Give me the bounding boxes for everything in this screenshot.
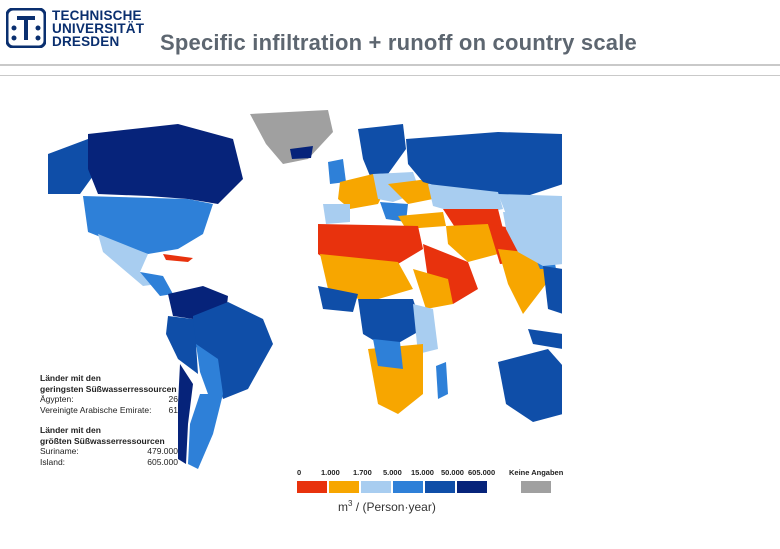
iceland: [290, 146, 313, 159]
map-legend: 0 1.000 1.700 5.000 15.000 50.000 605.00…: [297, 468, 563, 496]
scandinavia: [358, 124, 406, 176]
fact-value: 479.000: [147, 446, 178, 456]
unit-exponent: 3: [348, 499, 353, 508]
legend-swatch-3: [393, 481, 423, 493]
legend-no-data-label: Keine Angaben: [509, 468, 564, 477]
central-america: [140, 272, 173, 296]
fact-country: Vereinigte Arabische Emirate:: [40, 404, 152, 415]
legend-swatch-1: [329, 481, 359, 493]
tu-dresden-logo: TECHNISCHE UNIVERSITÄT DRESDEN: [6, 8, 144, 48]
kazakhstan: [428, 184, 503, 216]
argentina: [188, 394, 223, 469]
legend-swatch-5: [457, 481, 487, 493]
fact-value: 605.000: [147, 456, 178, 467]
tu-dresden-emblem-icon: [6, 8, 46, 48]
unit-base: m: [338, 500, 348, 514]
fact-row: Suriname: 479.000: [40, 446, 178, 457]
legend-swatch-4: [425, 481, 455, 493]
logo-line-2: UNIVERSITÄT: [52, 20, 145, 36]
legend-label: 1.000: [321, 468, 340, 477]
brazil: [193, 302, 273, 399]
fact-country: Ägypten:: [40, 394, 74, 404]
alaska: [48, 139, 98, 194]
peru-andes: [166, 316, 198, 374]
turkey: [398, 212, 446, 229]
east-africa: [413, 304, 438, 354]
legend-swatch-0: [297, 481, 327, 493]
legend-label: 15.000: [411, 468, 434, 477]
fact-row: Island: 605.000: [40, 457, 178, 468]
legend-label: 605.000: [468, 468, 496, 477]
legend-swatch-no-data: [521, 481, 551, 493]
freshwater-facts: Länder mit den geringsten Süßwasserresso…: [40, 373, 178, 467]
fact-value: 26: [168, 394, 178, 404]
world-map: [28, 104, 562, 496]
legend-label: 0: [297, 468, 302, 477]
logo-line-1: TECHNISCHE: [52, 7, 142, 23]
lowest-heading-2: geringsten Süßwasserressourcen: [40, 383, 177, 394]
canada: [88, 124, 243, 204]
india: [498, 249, 546, 314]
lowest-heading-1: Länder mit den: [40, 373, 101, 383]
west-africa: [318, 286, 358, 312]
madagascar: [436, 362, 448, 399]
iran: [446, 224, 498, 262]
legend-label: 1.700: [353, 468, 372, 477]
header-divider: [0, 64, 780, 66]
bolivia-paraguay: [196, 344, 223, 394]
usa: [83, 196, 213, 254]
mongolia: [498, 194, 562, 214]
russia: [406, 132, 562, 199]
legend-swatch-2: [361, 481, 391, 493]
highest-heading-2: größten Süßwasserressourcen: [40, 435, 165, 446]
eastern-europe: [388, 179, 433, 204]
sahel: [320, 254, 413, 302]
fact-country: Island:: [40, 456, 66, 467]
legend-label: 50.000: [441, 468, 464, 477]
australia: [498, 349, 562, 422]
mexico: [98, 234, 158, 286]
angola-zambia: [373, 339, 403, 369]
unit-rest: / (Person·year): [352, 500, 436, 514]
indonesia: [528, 329, 562, 349]
chile: [178, 364, 193, 464]
uk-ireland: [328, 159, 346, 184]
arabian-peninsula: [423, 244, 478, 304]
china: [503, 212, 562, 266]
fact-value: 61: [168, 404, 178, 415]
slide-title: Specific infiltration + runoff on countr…: [160, 30, 637, 55]
logo-line-3: DRESDEN: [52, 33, 120, 49]
legend-label: 5.000: [383, 468, 402, 477]
horn-of-africa: [413, 269, 453, 309]
iberia: [323, 204, 350, 224]
world-map-svg: [48, 110, 562, 469]
southeast-asia: [543, 266, 562, 314]
fact-row: Vereinigte Arabische Emirate: 61: [40, 405, 178, 416]
fact-row: Ägypten: 26: [40, 394, 178, 405]
fact-country: Suriname:: [40, 446, 79, 456]
central-africa: [358, 299, 423, 349]
highest-heading-1: Länder mit den: [40, 425, 101, 435]
legend-unit: m3 / (Person·year): [338, 499, 436, 514]
header-divider-thin: [0, 75, 780, 76]
cuba: [163, 254, 193, 262]
logo-text: TECHNISCHE UNIVERSITÄT DRESDEN: [52, 7, 145, 49]
